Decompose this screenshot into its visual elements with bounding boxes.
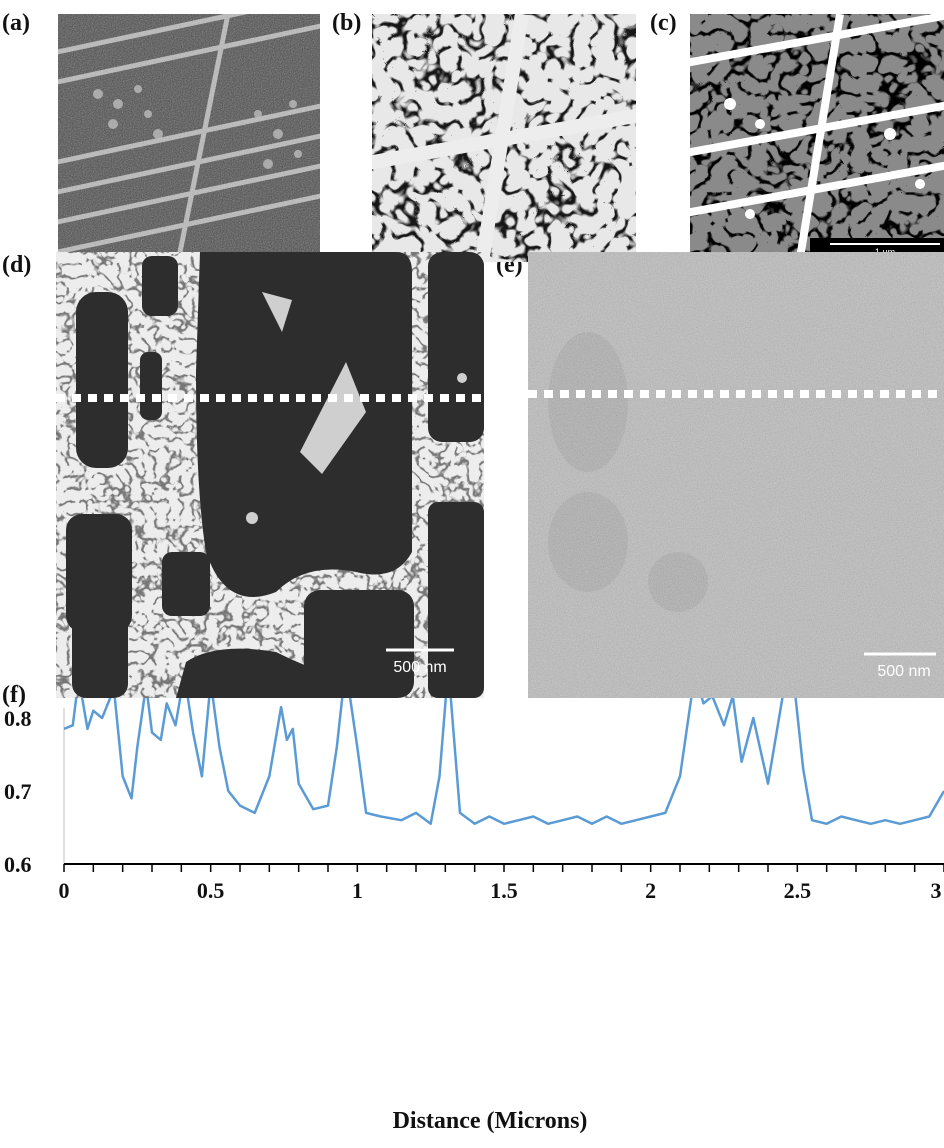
scalebar-label-d: 500 nm [393, 659, 446, 676]
x-tick-label: 2.5 [784, 878, 812, 903]
x-tick-label: 0 [59, 878, 70, 903]
panel-label-d: (d) [2, 252, 32, 278]
x-tick-label: 2 [645, 878, 656, 903]
x-tick-label: 3 [931, 878, 942, 903]
panel-label-b: (b) [332, 10, 362, 36]
x-tick-label: 0.5 [197, 878, 225, 903]
panel-label-a: (a) [2, 10, 30, 36]
micrograph-c: 1 μm [690, 14, 944, 258]
x-tick-labels: 0 0.5 1 1.5 2 2.5 3 [59, 878, 942, 903]
y-tick-labels: 0.60.70.80.9 [4, 633, 32, 877]
micrograph-d: 500 nm [56, 252, 484, 698]
micrograph-a [58, 14, 320, 262]
profile-chart-svg: 00.511.522.53 0.60.70.80.9 Distance (Mic… [4, 578, 944, 1134]
profile-chart: 00.511.522.53 0.60.70.80.9 Distance (Mic… [0, 578, 944, 1143]
x-tick-label: 1 [352, 878, 363, 903]
micrograph-e: 500 nm [528, 252, 944, 698]
scalebar-label-e: 500 nm [877, 663, 930, 680]
x-minor-ticks [63, 864, 944, 872]
panel-label-c: (c) [650, 10, 677, 36]
series-lines [63, 578, 944, 826]
x-tick-label: 1.5 [490, 878, 518, 903]
y-tick-label: 0.6 [4, 852, 32, 877]
y-tick-label: 0.7 [4, 779, 32, 804]
micrograph-b [372, 14, 636, 262]
series-line-blue [63, 658, 944, 826]
y-tick-label: 0.8 [4, 706, 32, 731]
panel-label-f: (f) [2, 682, 26, 708]
x-axis-label: Distance (Microns) [393, 1108, 588, 1134]
